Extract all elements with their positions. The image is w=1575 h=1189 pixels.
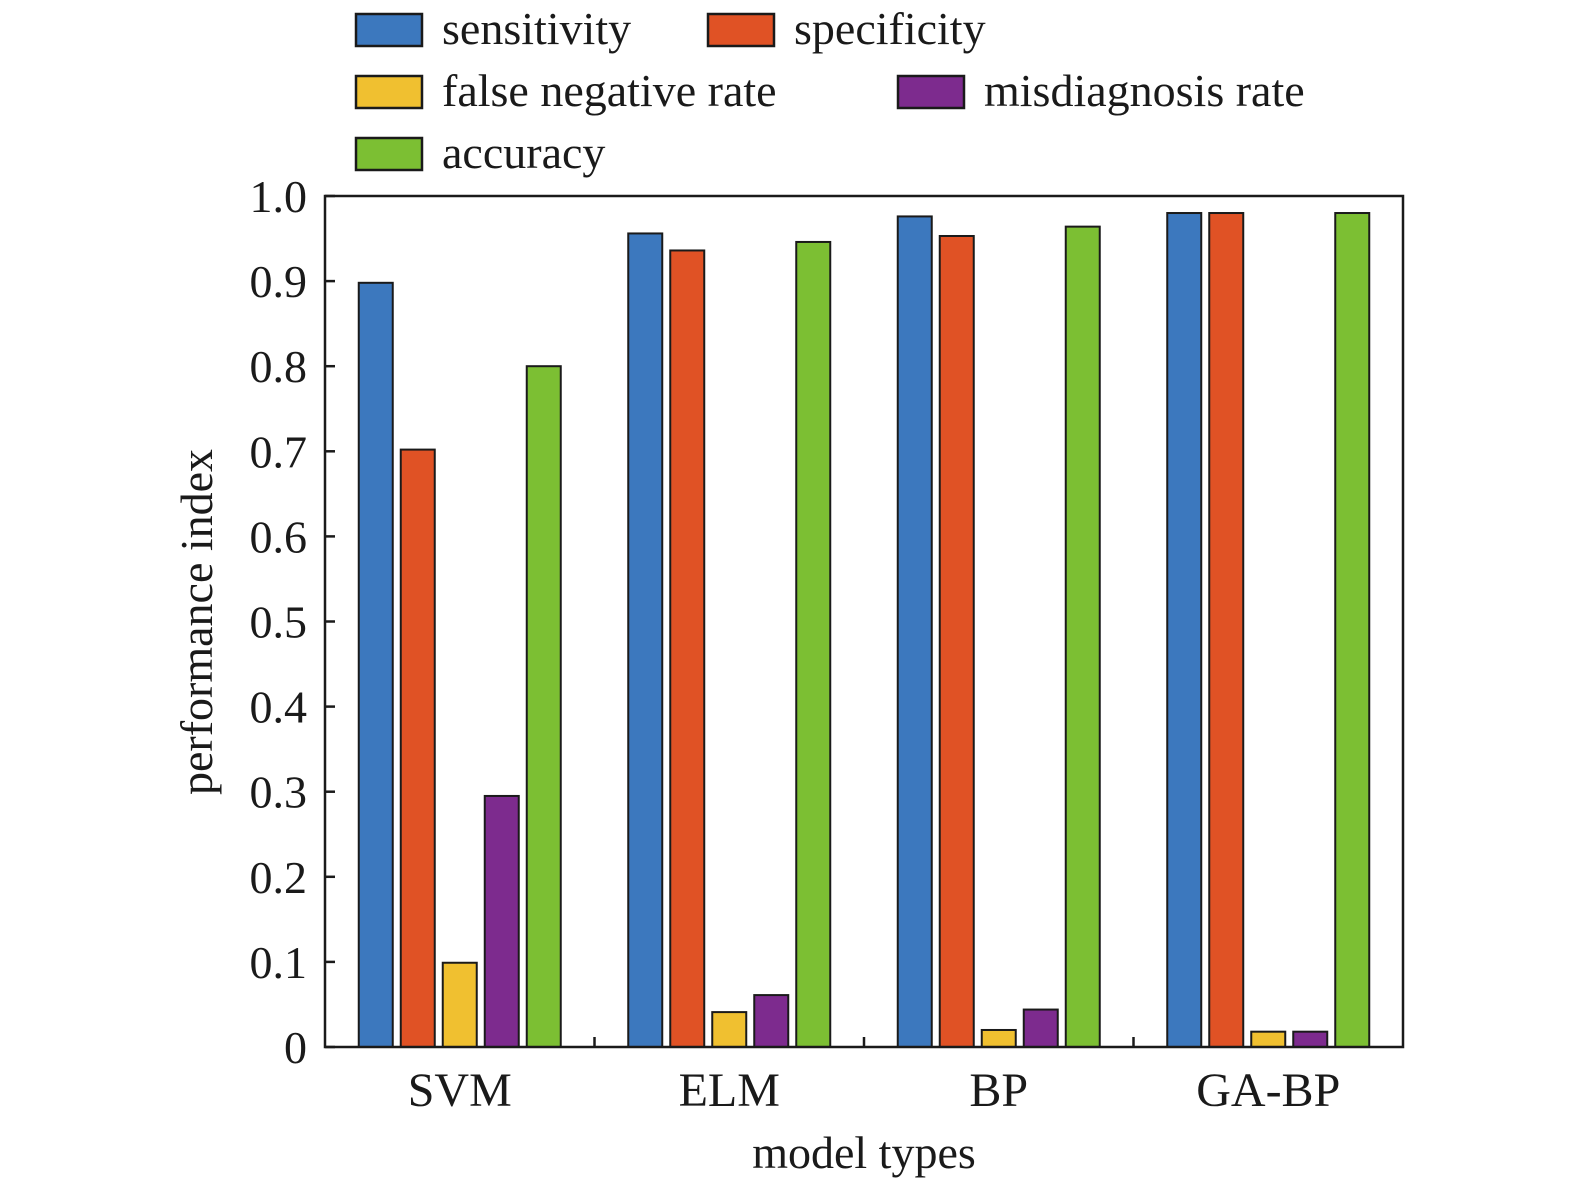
legend-swatch [354, 12, 424, 48]
bar-elm-false-negative-rate [711, 1011, 748, 1049]
bar-ga-bp-sensitivity [1166, 212, 1203, 1048]
bar-elm-accuracy [795, 240, 832, 1049]
x-tick-label: SVM [408, 1064, 512, 1117]
legend: sensitivity specificity false negative rat… [354, 3, 1305, 178]
bar-bp-accuracy [1064, 225, 1101, 1049]
bar-elm-specificity [669, 249, 706, 1049]
bar-ga-bp-specificity [1208, 212, 1245, 1048]
legend-label: specificity [794, 3, 986, 54]
y-tick-label: 0 [284, 1022, 307, 1073]
legend-item-misdiagnosis-rate: misdiagnosis rate [896, 65, 1305, 116]
y-tick-label: 0.8 [250, 341, 308, 392]
y-tick-label: 0.6 [250, 511, 308, 562]
x-axis-title: model types [752, 1127, 976, 1178]
legend-item-sensitivity: sensitivity [354, 3, 631, 54]
bar-elm-sensitivity [627, 232, 664, 1049]
legend-item-accuracy: accuracy [354, 127, 605, 178]
bar-svm-accuracy [525, 365, 562, 1048]
bars [357, 212, 1371, 1049]
bar-svm-specificity [399, 448, 436, 1048]
bar-bp-false-negative-rate [980, 1028, 1017, 1048]
y-tick-label: 0.2 [250, 852, 308, 903]
y-tick-label: 0.9 [250, 256, 308, 307]
bar-bp-sensitivity [896, 215, 933, 1048]
bar-svm-misdiagnosis-rate [483, 794, 520, 1049]
legend-label: accuracy [442, 127, 605, 178]
x-tick-label: ELM [679, 1064, 780, 1117]
legend-item-false-negative-rate: false negative rate [354, 65, 777, 116]
bar-elm-misdiagnosis-rate [753, 994, 790, 1048]
legend-swatch [706, 12, 776, 48]
y-tick-label: 0.3 [250, 767, 308, 818]
bar-svm-sensitivity [357, 281, 394, 1048]
y-tick-label: 0.4 [250, 682, 308, 733]
bar-svm-false-negative-rate [441, 961, 478, 1048]
y-tick-label: 1.0 [250, 171, 308, 222]
bar-ga-bp-false-negative-rate [1250, 1030, 1287, 1049]
x-tick-label: GA-BP [1196, 1064, 1340, 1117]
legend-item-specificity: specificity [706, 3, 986, 54]
bar-ga-bp-misdiagnosis-rate [1292, 1030, 1329, 1049]
axes: SVM ELM BP GA-BP 0 0.1 0.2 0.3 0.4 0.5 0.6 0.7 0.8 0.… [250, 171, 1405, 1117]
y-tick-label: 0.1 [250, 937, 308, 988]
y-axis-title: performance index [171, 449, 222, 795]
bar-ga-bp-accuracy [1334, 212, 1371, 1048]
y-tick-label: 0.5 [250, 597, 308, 648]
legend-swatch [354, 74, 424, 110]
legend-label: misdiagnosis rate [984, 65, 1305, 116]
legend-label: false negative rate [442, 65, 777, 116]
bar-bp-misdiagnosis-rate [1022, 1008, 1059, 1049]
y-tick-label: 0.7 [250, 426, 308, 477]
x-tick-label: BP [969, 1064, 1028, 1117]
bar-bp-specificity [938, 234, 975, 1048]
legend-swatch [896, 74, 966, 110]
legend-swatch [354, 136, 424, 172]
legend-label: sensitivity [442, 3, 631, 54]
